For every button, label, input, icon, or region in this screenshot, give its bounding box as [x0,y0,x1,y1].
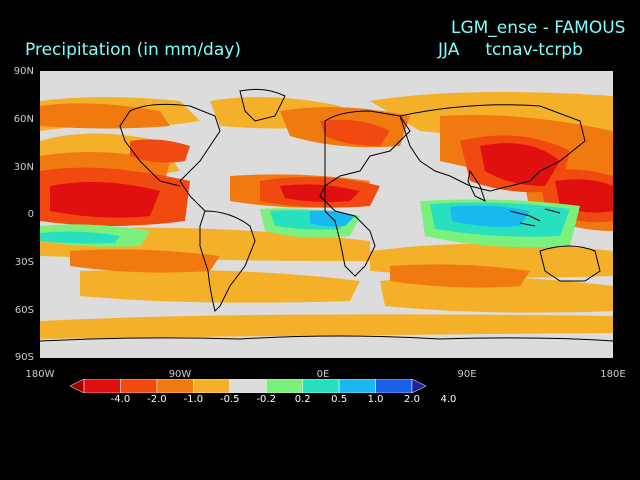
colorbar-cell [120,379,158,393]
lat-tick-90s: 90S [14,352,34,363]
precipitation-map [40,71,613,358]
anomaly-dark-red [50,143,613,218]
coastlines [40,88,613,342]
title-right-line1: LGM_ense - FAMOUS [451,18,626,38]
lon-tick-180w: 180W [25,369,55,380]
title-right-line2: JJA tcnav-tcrpb [438,40,583,60]
colorbar-label: 1.0 [367,394,384,405]
colorbar-cells [83,379,413,393]
colorbar-cell [265,379,303,393]
colorbar-label: 2.0 [404,394,420,405]
colorbar-cell [83,379,121,393]
colorbar-label: -2.0 [147,394,167,405]
lat-tick-90n: 90N [13,66,34,77]
colorbar-label: 4.0 [440,394,457,405]
lon-tick-90e: 90E [457,369,477,380]
colorbar-cell [338,379,376,393]
season-label: JJA [438,40,460,60]
colorbar-cell [156,379,194,393]
lat-tick-0: 0 [27,209,34,220]
colorbar-arrow-right [411,379,426,393]
lon-tick-90w: 90W [168,369,192,380]
colorbar-cell [375,379,413,393]
colorbar-label: 0.5 [331,394,348,405]
colorbar [70,379,426,393]
colorbar-arrow-left [70,379,85,393]
colorbar-cell [302,379,340,393]
lat-tick-30n: 30N [13,162,34,173]
title-left: Precipitation (in mm/day) [25,40,241,60]
colorbar-label: -4.0 [110,394,131,405]
colorbar-label: -0.2 [256,394,276,405]
lat-tick-60n: 60N [13,114,34,125]
experiment-label: tcnav-tcrpb [485,40,583,60]
colorbar-label: -1.0 [183,394,204,405]
colorbar-cell [193,379,231,393]
colorbar-label: -0.5 [220,394,240,405]
lat-tick-60s: 60S [14,305,34,316]
lon-tick-180e: 180E [600,369,626,380]
colorbar-cell [229,379,267,393]
colorbar-label: 0.2 [294,394,311,405]
lon-tick-0e: 0E [316,369,330,380]
lat-tick-30s: 30S [14,257,34,268]
